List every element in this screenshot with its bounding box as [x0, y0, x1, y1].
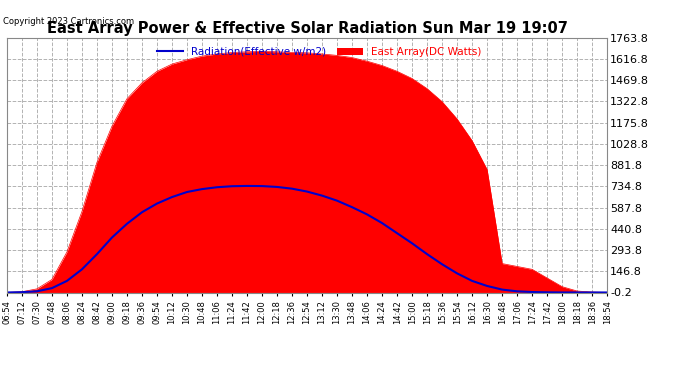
Text: Copyright 2023 Cartronics.com: Copyright 2023 Cartronics.com [3, 17, 135, 26]
Title: East Array Power & Effective Solar Radiation Sun Mar 19 19:07: East Array Power & Effective Solar Radia… [47, 21, 567, 36]
Legend: Radiation(Effective w/m2), East Array(DC Watts): Radiation(Effective w/m2), East Array(DC… [152, 43, 486, 61]
